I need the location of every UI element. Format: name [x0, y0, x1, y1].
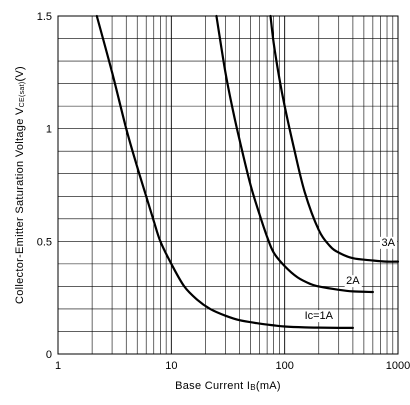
x-tick-label: 1000: [386, 360, 410, 372]
series-label-bg-3a: [379, 236, 398, 249]
y-axis-title: Collector-Emitter Saturation Voltage VCE…: [14, 66, 26, 304]
tick-label-layer: 1 10 100 1000 0 0.5 1 1.5: [37, 11, 410, 372]
y-tick-label: 0: [46, 349, 52, 361]
x-tick-label: 100: [275, 360, 293, 372]
minor-grid: [58, 16, 398, 354]
series-label-3a: 3A: [381, 237, 395, 249]
series-line-2a: [215, 14, 374, 294]
series-label-ic-1a: Ic=1A: [305, 310, 334, 322]
series-label-2a: 2A: [346, 275, 360, 287]
major-grid: [57, 16, 399, 354]
y-tick-label: 0.5: [37, 236, 52, 248]
x-tick-label: 1: [55, 360, 61, 372]
x-axis-title: Base Current IB(mA): [175, 380, 281, 392]
series-label-bg-ic-1a: [303, 310, 336, 323]
series-label-layer: Ic=1A 2A 3A: [303, 236, 398, 323]
series-line-3a: [269, 14, 400, 263]
x-tick-label: 10: [165, 360, 177, 372]
series-layer: [95, 14, 400, 329]
plot-frame: [57, 15, 399, 355]
y-tick-label: 1.5: [37, 11, 52, 23]
y-tick-label: 1: [46, 124, 52, 136]
series-line-ic-1a: [95, 14, 354, 329]
series-label-bg-2a: [344, 275, 362, 288]
